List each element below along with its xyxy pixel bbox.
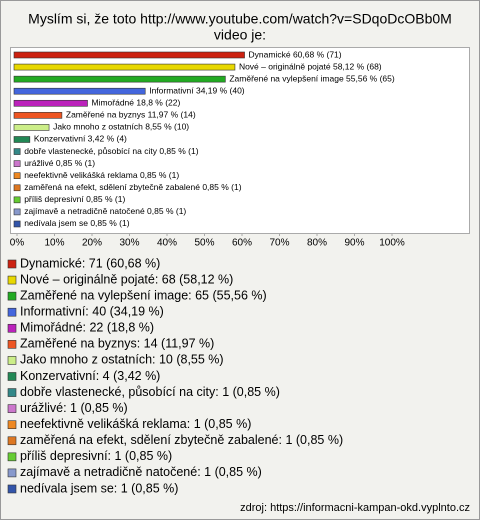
bar [13, 208, 21, 216]
legend-entry: dobře vlastenecké, působící na city: 1 (… [20, 385, 280, 399]
value-label: neefektivně velikášká reklama 0,85 % (1) [24, 170, 179, 180]
value-label: dobře vlastenecké, působící na city 0,85… [24, 146, 199, 156]
value-label: Jako mnoho z ostatních 8,55 % (10) [53, 122, 189, 132]
value-label: Nové – originálně pojaté 58,12 % (68) [239, 61, 382, 71]
legend-swatch [7, 307, 17, 317]
x-tick-label: 30% [119, 238, 139, 249]
legend-swatch [7, 452, 17, 462]
bar [13, 124, 50, 131]
x-tick-label: 80% [307, 238, 327, 249]
x-tick-label: 20% [82, 238, 102, 249]
value-label: zaměřená na efekt, sdělení zbytečně zaba… [24, 182, 242, 192]
chart-title: Myslím si, že toto http://www.youtube.co… [28, 11, 452, 27]
legend-entry: Jako mnoho z ostatních: 10 (8,55 %) [20, 353, 224, 367]
legend-entry: Mimořádné: 22 (18,8 %) [20, 321, 154, 335]
legend-entry: Zaměřené na byznys: 14 (11,97 %) [20, 337, 214, 351]
x-tick-label: 10% [44, 238, 64, 249]
bar [13, 184, 21, 192]
bar [13, 63, 236, 71]
legend-entry: Zaměřené na vylepšení image: 65 (55,56 %… [20, 288, 267, 302]
x-tick-label: 90% [344, 238, 364, 249]
value-label: zajímavě a netradičně natočené 0,85 % (1… [24, 206, 186, 216]
bar [13, 148, 21, 155]
legend-swatch [7, 420, 17, 430]
legend-entry: příliš depresivní: 1 (0,85 %) [20, 449, 172, 463]
value-label: příliš depresivní 0,85 % (1) [24, 194, 125, 204]
legend-entry: urážlivé: 1 (0,85 %) [20, 401, 128, 415]
x-tick-label: 60% [232, 238, 252, 249]
bar [13, 112, 63, 119]
legend-swatch [7, 275, 17, 285]
x-tick-label: 70% [269, 238, 289, 249]
x-tick-label: 40% [157, 238, 177, 249]
legend-swatch [7, 323, 17, 333]
source: zdroj: https://informacni-kampan-okd.vyp… [240, 502, 470, 514]
legend-entry: neefektivně velikášká reklama: 1 (0,85 %… [20, 417, 251, 431]
legend-entry: Informativní: 40 (34,19 %) [20, 305, 164, 319]
legend-swatch [7, 436, 17, 446]
legend-swatch [7, 340, 17, 349]
legend-entry: zajímavě a netradičně natočené: 1 (0,85 … [20, 465, 262, 479]
bar [13, 196, 21, 204]
legend-swatch [7, 291, 17, 301]
value-label: urážlivé 0,85 % (1) [24, 158, 95, 168]
bar [13, 136, 31, 143]
value-label: Informativní 34,19 % (40) [149, 85, 245, 95]
bar [13, 51, 245, 59]
bar [13, 220, 21, 228]
x-tick-label: 50% [194, 238, 214, 249]
x-tick-label: 100% [379, 238, 405, 249]
x-tick-label: 0% [10, 238, 25, 249]
legend-swatch [7, 484, 17, 494]
value-label: nedívala jsem se 0,85 % (1) [24, 218, 130, 228]
bar [13, 87, 146, 95]
legend-swatch [7, 372, 17, 381]
bar [13, 75, 226, 83]
bar [13, 160, 21, 167]
legend-entry: zaměřená na efekt, sdělení zbytečně zaba… [20, 433, 343, 447]
bar [13, 99, 88, 107]
legend-swatch [7, 356, 17, 365]
value-label: Konzervativní 3,42 % (4) [34, 134, 127, 144]
legend-swatch [7, 468, 17, 478]
chart-title: video je: [214, 27, 266, 43]
bar [13, 172, 21, 179]
value-label: Zaměřené na vylepšení image 55,56 % (65) [229, 73, 395, 83]
legend-swatch [7, 404, 17, 413]
legend-swatch [7, 388, 17, 397]
legend-swatch [7, 259, 17, 269]
value-label: Mimořádné 18,8 % (22) [92, 98, 181, 108]
legend-entry: nedívala jsem se: 1 (0,85 %) [20, 481, 178, 495]
value-label: Dynamické 60,68 % (71) [249, 49, 342, 59]
legend-entry: Nové – originálně pojaté: 68 (58,12 %) [20, 272, 233, 286]
value-label: Zaměřené na byznys 11,97 % (14) [66, 110, 196, 120]
legend-entry: Konzervativní: 4 (3,42 %) [20, 369, 160, 383]
legend-entry: Dynamické: 71 (60,68 %) [20, 256, 160, 270]
